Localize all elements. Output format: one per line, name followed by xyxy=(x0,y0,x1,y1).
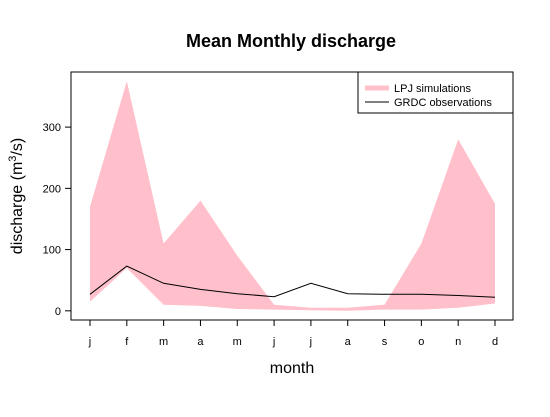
plot-area xyxy=(89,81,496,311)
x-tick-label: j xyxy=(309,336,312,348)
y-tick-label: 100 xyxy=(43,245,61,257)
y-axis-label-end: /s) xyxy=(9,138,26,156)
x-tick-label: d xyxy=(492,336,498,348)
legend: LPJ simulations GRDC observations xyxy=(357,71,514,114)
x-tick-label: j xyxy=(272,336,275,348)
x-tick-label: o xyxy=(418,336,424,348)
y-axis-label: discharge (m3/s) xyxy=(7,138,26,254)
legend-label-grdc-observations: GRDC observations xyxy=(394,97,492,109)
x-tick-label: a xyxy=(345,336,352,348)
x-tick-label: m xyxy=(233,336,242,348)
y-tick-label: 200 xyxy=(43,183,61,195)
chart-title: Mean Monthly discharge xyxy=(186,31,396,51)
y-tick-label: 0 xyxy=(55,306,61,318)
y-axis-label-superscript: 3 xyxy=(7,156,19,162)
x-tick-label: j xyxy=(88,336,91,348)
series-line-grdc-observations xyxy=(89,265,496,298)
series-band-lpj-simulations xyxy=(90,81,495,311)
x-tick-label: f xyxy=(125,336,129,348)
x-tick-label: s xyxy=(382,336,388,348)
x-tick-label: n xyxy=(455,336,461,348)
y-tick-label: 300 xyxy=(43,122,61,134)
plot-frame xyxy=(70,71,514,321)
y-axis-label-main: discharge (m xyxy=(9,162,26,254)
y-axis: 0 100 200 300 xyxy=(43,122,71,318)
x-axis-label: month xyxy=(270,360,314,377)
legend-label-lpj-simulations: LPJ simulations xyxy=(394,83,472,95)
x-tick-label: a xyxy=(197,336,204,348)
x-tick-label: m xyxy=(159,336,168,348)
legend-box xyxy=(357,71,514,114)
